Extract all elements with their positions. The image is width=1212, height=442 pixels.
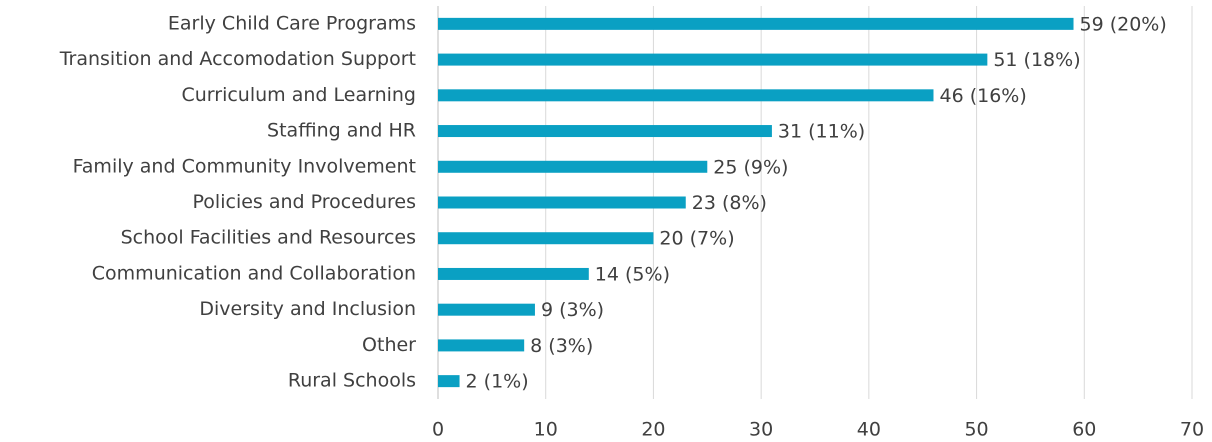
data-label: 14 (5%) [595, 263, 670, 285]
y-tick-label: Curriculum and Learning [181, 84, 416, 106]
data-label: 9 (3%) [541, 299, 604, 321]
bar [438, 303, 535, 316]
data-label: 25 (9%) [713, 156, 788, 178]
bar [438, 125, 772, 138]
y-tick-label: Rural Schools [288, 370, 416, 392]
y-tick-label: Other [362, 334, 416, 356]
bar [438, 17, 1074, 30]
x-tick-label: 0 [432, 419, 444, 441]
bar [438, 339, 525, 352]
y-tick-label: Family and Community Involvement [73, 155, 416, 177]
data-label: 23 (8%) [692, 192, 767, 214]
bar [438, 196, 686, 209]
y-tick-label: Policies and Procedures [193, 191, 416, 213]
x-tick-label: 60 [1072, 419, 1096, 441]
y-tick-label: Staffing and HR [267, 120, 416, 142]
bar [438, 89, 934, 102]
x-tick-label: 70 [1180, 419, 1204, 441]
x-tick-label: 20 [641, 419, 665, 441]
data-label: 20 (7%) [659, 228, 734, 250]
bar [438, 232, 654, 245]
bar [438, 160, 708, 173]
data-label: 2 (1%) [466, 371, 529, 393]
bar [438, 375, 460, 388]
x-tick-label: 40 [857, 419, 881, 441]
data-label: 8 (3%) [530, 335, 593, 357]
data-label: 59 (20%) [1080, 13, 1167, 35]
x-tick-label: 30 [749, 419, 773, 441]
y-tick-label: Early Child Care Programs [168, 12, 416, 34]
data-label: 46 (16%) [939, 85, 1026, 107]
y-tick-label: School Facilities and Resources [121, 227, 416, 249]
bar [438, 53, 988, 66]
data-label: 51 (18%) [993, 49, 1080, 71]
bar [438, 267, 589, 280]
data-label: 31 (11%) [778, 121, 865, 143]
x-tick-label: 10 [534, 419, 558, 441]
y-tick-label: Communication and Collaboration [92, 262, 416, 284]
y-tick-label: Transition and Accomodation Support [59, 48, 416, 70]
x-tick-label: 50 [964, 419, 988, 441]
y-tick-label: Diversity and Inclusion [199, 298, 416, 320]
